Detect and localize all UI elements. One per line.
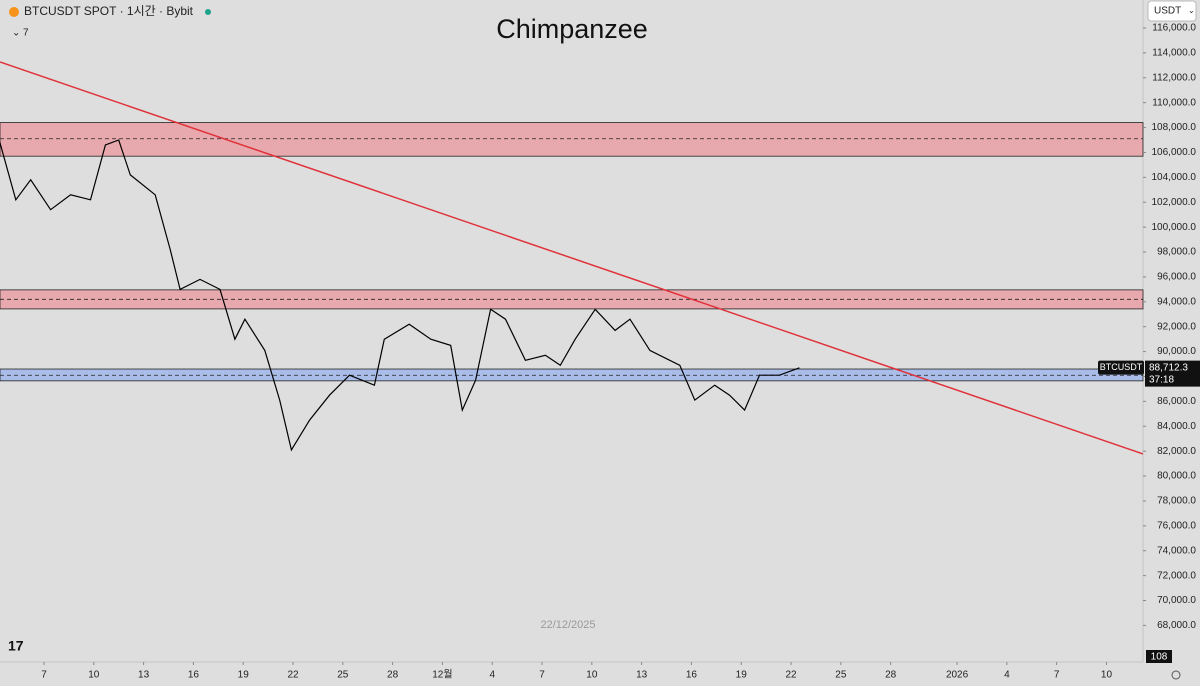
x-tick-label: 7 (1054, 670, 1060, 681)
y-tick-label: 114,000.0 (1152, 48, 1196, 59)
x-tick-label: 19 (238, 670, 250, 681)
x-tick-label: 10 (88, 670, 100, 681)
x-tick-label: 4 (489, 670, 495, 681)
currency[interactable]: USDT (1154, 6, 1181, 17)
series-tag-bg (1098, 360, 1144, 375)
last-price-bg (1145, 360, 1200, 387)
price-line (0, 139, 800, 452)
y-tick-label: 82,000.0 (1157, 446, 1196, 457)
x-tick-label: 28 (387, 670, 399, 681)
y-tick-label: 72,000.0 (1157, 570, 1196, 581)
x-tick-label: 13 (138, 670, 150, 681)
y-tick-label: 108,000.0 (1152, 122, 1197, 133)
y-tick-label: 104,000.0 (1152, 172, 1197, 183)
y-tick-label: 84,000.0 (1157, 421, 1196, 432)
watermark: 22/12/2025 (540, 619, 595, 631)
x-tick-label: 16 (188, 670, 200, 681)
x-tick-label: 10 (586, 670, 598, 681)
x-tick-label: 12월 (432, 669, 452, 681)
x-tick-label: 22 (785, 670, 797, 681)
y-tick-label: 98,000.0 (1157, 247, 1196, 258)
x-tick-label: 4 (1004, 670, 1010, 681)
currency-button[interactable] (1147, 0, 1197, 22)
y-tick-label: 96,000.0 (1157, 272, 1196, 283)
y-tick-label: 70,000.0 (1157, 595, 1196, 606)
x-tick-label: 10 (1101, 670, 1113, 681)
x-tick-label: 22 (287, 670, 299, 681)
indicator-toggle[interactable]: ⌄ (12, 28, 20, 39)
x-tick-label: 25 (337, 670, 349, 681)
y-tick-label: 100,000.0 (1152, 222, 1197, 233)
symbol-info: BTCUSDT SPOT · 1시간 · Bybit (24, 4, 194, 18)
x-tick-label: 19 (736, 670, 748, 681)
y-tick-label: 102,000.0 (1152, 197, 1197, 208)
y-tick-label: 68,000.0 (1157, 620, 1196, 631)
logo: 17 (8, 638, 24, 654)
series-tag: BTCUSDT (1100, 362, 1143, 372)
trendline (0, 61, 1144, 455)
y-tick-label: 92,000.0 (1157, 321, 1196, 332)
coin-icon (9, 7, 19, 17)
y-tick-label: 90,000.0 (1157, 346, 1196, 357)
settings-icon[interactable] (1171, 670, 1181, 680)
badge-bg (1146, 650, 1172, 663)
y-tick-label: 110,000.0 (1152, 97, 1196, 108)
y-tick-label: 74,000.0 (1157, 545, 1196, 556)
x-tick-label: 16 (686, 670, 698, 681)
chart-title: Chimpanzee (496, 14, 648, 44)
x-tick-label: 7 (41, 670, 47, 681)
x-tick-label: 13 (636, 670, 648, 681)
y-tick-label: 80,000.0 (1157, 471, 1196, 482)
y-tick-label: 94,000.0 (1157, 296, 1196, 307)
indicator-count[interactable]: 7 (23, 28, 29, 39)
y-tick-label: 78,000.0 (1157, 496, 1196, 507)
x-tick-label: 7 (539, 670, 545, 681)
x-tick-label: 2026 (946, 670, 969, 681)
x-tick-label: 28 (885, 670, 897, 681)
y-tick-label: 106,000.0 (1152, 147, 1197, 158)
status-dot (205, 9, 211, 15)
countdown: 37:18 (1149, 374, 1174, 385)
x-tick-label: 25 (835, 670, 847, 681)
badge: 108 (1151, 652, 1168, 663)
last-price: 88,712.3 (1149, 362, 1188, 373)
plot (0, 61, 1144, 455)
zone (0, 122, 1144, 157)
y-tick-label: 76,000.0 (1157, 520, 1196, 531)
y-tick-label: 112,000.0 (1152, 72, 1196, 83)
dropdown-arrow[interactable]: ⌄ (1188, 6, 1195, 15)
y-tick-label: 86,000.0 (1157, 396, 1196, 407)
y-tick-label: 116,000.0 (1152, 23, 1196, 34)
